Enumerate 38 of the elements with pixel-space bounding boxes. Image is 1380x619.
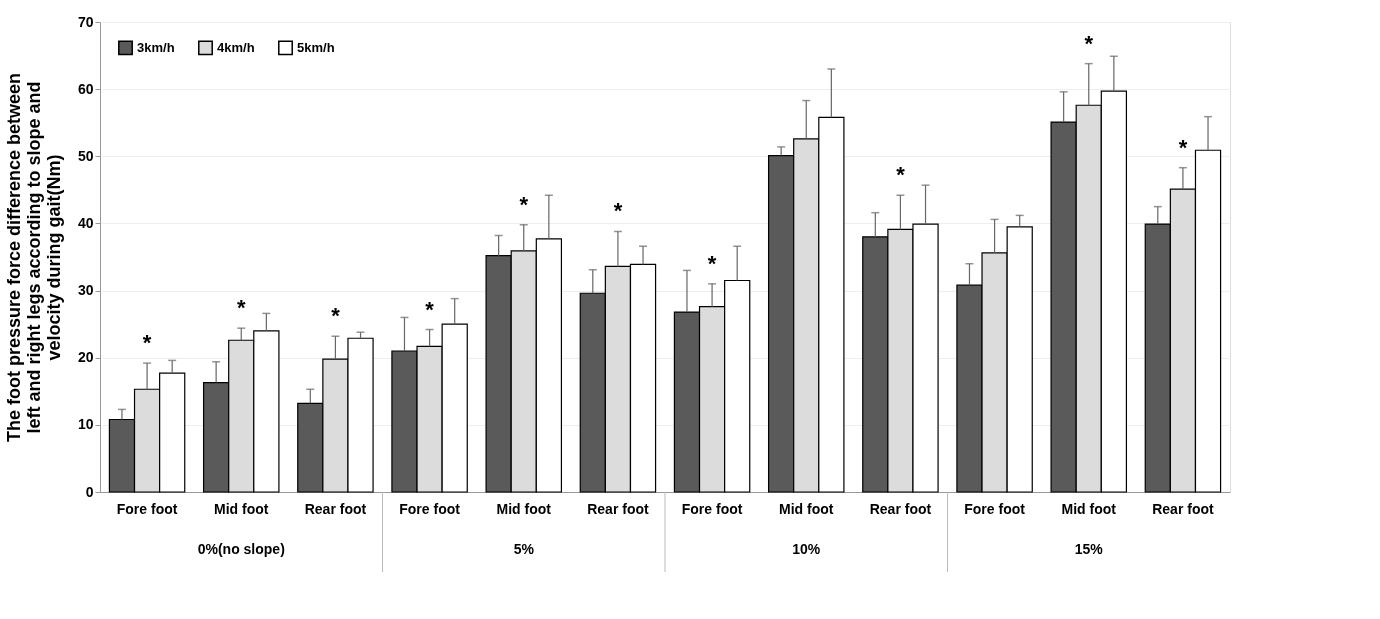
y-tick-label: 50 [77,147,94,164]
y-axis-title: The foot pressure force difference between left and right legs according to slope and velocity during gait(Nm) [3,72,64,443]
data-label: * [707,250,717,276]
text: 15% [1074,541,1104,557]
text: 0%(no slope) [197,541,285,557]
y-tick-label: 60 [77,80,94,97]
data-label: * [1084,30,1094,56]
legend-label: 4km/h [217,39,255,55]
y-tick-label: 0 [85,483,94,500]
x-tick-label: Rear foot [587,500,649,517]
x-tick-label: Mid foot [779,500,834,517]
x-tick-label: Mid foot [214,500,269,517]
y-tick-label: 40 [77,214,94,231]
x-tick-label: Rear foot [304,500,367,517]
text: 10% [792,541,821,557]
x-tick-label: Fore foot [681,500,743,517]
data-label: * [425,296,435,322]
data-label: * [236,295,246,321]
y-tick-label: 30 [77,282,94,299]
x-tick-label: Fore foot [116,500,178,517]
legend-label: 3km/h [137,39,175,55]
x-tick-label: Rear foot [1152,500,1214,517]
data-label: * [613,198,623,224]
y-tick-label: 70 [77,13,94,30]
x-tick-label: Mid foot [1061,500,1117,517]
data-label: * [142,330,152,356]
data-label: * [1178,134,1188,160]
legend-label: 5km/h [297,39,335,55]
x-tick-label: Fore foot [964,500,1026,517]
y-tick-label: 20 [77,349,94,366]
x-tick-label: Rear foot [869,500,932,517]
text: 5% [513,541,535,557]
x-tick-label: Fore foot [399,500,461,517]
y-tick-label: 10 [77,416,94,433]
data-label: * [331,303,341,329]
data-label: * [519,191,529,217]
x-tick-label: Mid foot [496,500,552,517]
data-label: * [896,162,906,188]
